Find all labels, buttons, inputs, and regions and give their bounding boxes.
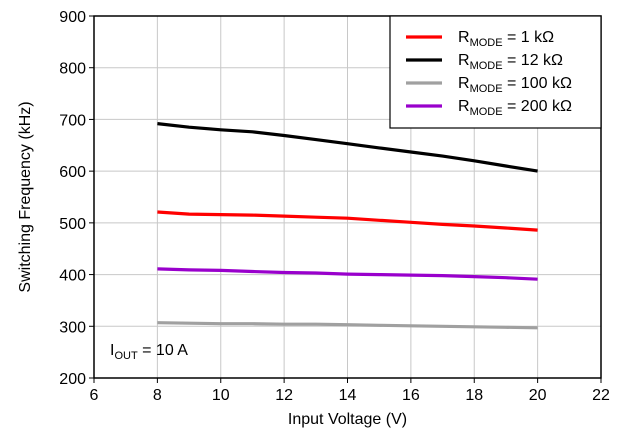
x-axis-title: Input Voltage (V) bbox=[288, 411, 407, 428]
tick-labels: 6 8 10 12 14 16 18 20 22 200 300 400 500 600 700 800 900 bbox=[59, 9, 610, 404]
series-line-0 bbox=[157, 210, 538, 232]
series-line-2 bbox=[157, 321, 538, 330]
x-tick-label: 22 bbox=[592, 387, 610, 404]
series-line-3 bbox=[157, 267, 538, 281]
y-tick-label: 700 bbox=[59, 112, 86, 129]
legend-label-1: RMODE = 12 kΩ bbox=[458, 52, 563, 72]
legend-label-0: RMODE = 1 kΩ bbox=[458, 29, 554, 49]
y-tick-label: 800 bbox=[59, 61, 86, 78]
x-tick-label: 8 bbox=[153, 387, 162, 404]
annotation: IOUT = 10 A bbox=[110, 342, 188, 362]
series-lines bbox=[157, 122, 538, 330]
y-axis-title: Switching Frequency (kHz) bbox=[17, 101, 34, 292]
y-tick-label: 600 bbox=[59, 164, 86, 181]
x-tick-label: 18 bbox=[465, 387, 483, 404]
legend: RMODE = 1 kΩ RMODE = 12 kΩ RMODE = 100 kΩ R… bbox=[389, 15, 602, 129]
annotation-text: IOUT = 10 A bbox=[110, 342, 188, 362]
x-tick-label: 12 bbox=[275, 387, 293, 404]
x-tick-label: 20 bbox=[529, 387, 547, 404]
x-tick-label: 6 bbox=[90, 387, 99, 404]
x-tick-label: 14 bbox=[339, 387, 357, 404]
y-tick-label: 200 bbox=[59, 371, 86, 388]
x-tick-label: 10 bbox=[212, 387, 230, 404]
y-tick-label: 500 bbox=[59, 216, 86, 233]
series-line-1 bbox=[157, 122, 538, 173]
legend-box bbox=[389, 15, 602, 129]
y-tick-label: 400 bbox=[59, 268, 86, 285]
x-tick-label: 16 bbox=[402, 387, 420, 404]
legend-label-2: RMODE = 100 kΩ bbox=[458, 75, 572, 95]
legend-label-3: RMODE = 200 kΩ bbox=[458, 98, 572, 118]
y-tick-label: 900 bbox=[59, 9, 86, 26]
y-tick-label: 300 bbox=[59, 319, 86, 336]
